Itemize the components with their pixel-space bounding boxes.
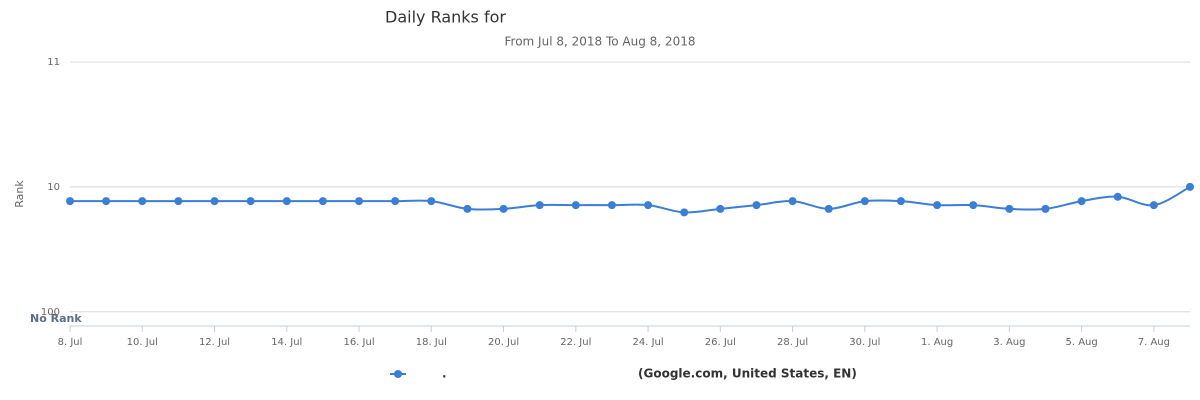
point	[1149, 201, 1158, 210]
x-tick-label: 18. Jul	[416, 337, 447, 348]
x-tick-label: 26. Jul	[705, 337, 736, 348]
y-tick-label: 100	[41, 307, 60, 318]
point	[463, 204, 472, 213]
point	[716, 204, 725, 213]
point	[571, 201, 580, 210]
x-tick-label: 30. Jul	[849, 337, 880, 348]
point	[644, 201, 653, 210]
point	[66, 197, 74, 206]
x-tick-label: 10. Jul	[127, 337, 158, 348]
point	[896, 197, 905, 206]
point	[174, 197, 183, 206]
x-tick-label: 5. Aug	[1065, 337, 1097, 348]
point	[210, 197, 219, 206]
point	[535, 201, 544, 210]
x-tick-label: 12. Jul	[199, 337, 230, 348]
point	[499, 204, 508, 213]
point	[680, 208, 689, 217]
point	[282, 197, 291, 206]
point	[933, 201, 942, 210]
y-tick-label: 11	[47, 57, 60, 68]
legend-marker	[394, 370, 402, 378]
point	[969, 201, 978, 210]
point	[1005, 204, 1014, 213]
legend-label: .	[442, 367, 447, 381]
series-line	[70, 185, 1191, 214]
point	[824, 204, 833, 213]
point	[246, 197, 255, 206]
point	[1186, 182, 1194, 191]
point	[607, 201, 616, 210]
point	[318, 197, 327, 206]
point	[788, 197, 797, 206]
point	[752, 201, 761, 210]
point	[138, 197, 147, 206]
x-tick-label: 7. Aug	[1138, 337, 1170, 348]
x-tick-label: 28. Jul	[777, 337, 808, 348]
point	[1041, 204, 1050, 213]
point	[1113, 192, 1122, 201]
chart-title: Daily Ranks for	[385, 8, 506, 27]
point	[427, 197, 436, 206]
point	[102, 197, 111, 206]
x-tick-label: 1. Aug	[921, 337, 953, 348]
point	[355, 197, 364, 206]
x-tick-label: 22. Jul	[560, 337, 591, 348]
point	[391, 197, 400, 206]
x-tick-label: 8. Jul	[58, 337, 83, 348]
x-tick-label: 3. Aug	[993, 337, 1025, 348]
point	[1077, 197, 1086, 206]
x-tick-label: 16. Jul	[343, 337, 374, 348]
y-tick-label: 10	[47, 182, 60, 193]
x-tick-label: 20. Jul	[488, 337, 519, 348]
point	[860, 197, 869, 206]
y-axis-label: Rank	[13, 180, 26, 208]
x-tick-label: 14. Jul	[271, 337, 302, 348]
x-tick-label: 24. Jul	[632, 337, 663, 348]
legend-note: (Google.com, United States, EN)	[638, 367, 857, 381]
annotation: No Rank	[30, 312, 82, 325]
chart-subtitle: From Jul 8, 2018 To Aug 8, 2018	[505, 35, 696, 49]
